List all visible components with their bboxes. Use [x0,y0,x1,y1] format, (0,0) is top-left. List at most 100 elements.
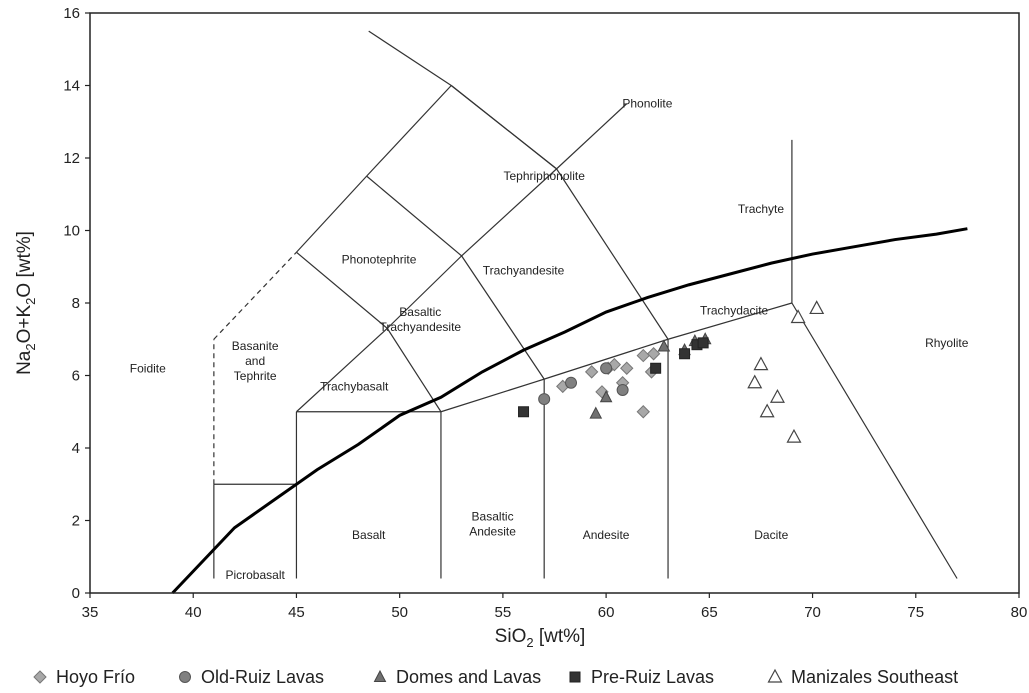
point-manizales-southeast [759,403,775,418]
y-axis-title-part: Na [14,350,35,375]
data-points [518,300,825,443]
legend-square-icon [569,671,581,683]
axis-ticks: 35 40 45 50 55 60 65 70 75 80 0 2 4 6 8 10 12 14 16 [63,5,1027,621]
point-pre-ruiz-lavas [679,348,691,360]
field-label: Foidite [130,361,166,375]
y-tick-label: 6 [72,368,80,385]
field-boundary [556,103,628,170]
field-label: Basaltic [472,510,514,524]
foidite-boundary-dashed [213,251,297,340]
point-old-ruiz-lavas [600,362,613,375]
y-tick-label: 12 [63,150,80,167]
field-label: Tephrite [234,369,277,383]
legend-item: Old-Ruiz Lavas [179,667,324,687]
y-axis-title: Na2O+K2O [wt%] [14,231,38,375]
field-label: Andesite [583,528,630,542]
field-label: Phonolite [622,97,672,111]
field-label: Trachyandesite [380,320,462,334]
x-tick-label: 70 [804,604,821,621]
field-label: Dacite [754,528,788,542]
point-pre-ruiz-lavas [650,362,662,374]
field-boundary [366,85,452,177]
point-manizales-southeast [769,388,785,403]
legend-label: Old-Ruiz Lavas [201,667,324,687]
x-axis-title-part: 2 [526,635,533,650]
field-label: Tephriphonolite [503,169,585,183]
y-axis-title-part: O+K [14,305,35,344]
field-boundary [368,30,452,87]
field-label: Basalt [352,528,386,542]
field-boundary [556,168,669,340]
point-domes-and-lavas [657,339,671,352]
point-domes-and-lavas [599,390,613,403]
legend-item: Manizales Southeast [767,667,958,687]
field-label: Andesite [469,525,516,539]
field-boundary [450,85,557,170]
y-tick-label: 2 [72,513,80,530]
field-boundary [461,255,545,380]
field-boundary [386,328,442,413]
point-manizales-southeast [747,374,763,389]
legend-triangle-icon [373,669,387,682]
x-tick-label: 60 [598,604,615,621]
field-label: Trachyte [738,202,785,216]
point-hoyo-fr-o [620,361,634,375]
y-tick-label: 16 [63,5,80,22]
point-domes-and-lavas [589,406,603,419]
field-boundary [366,175,462,257]
x-axis-title: SiO2 [wt%] [495,626,586,650]
x-tick-label: 65 [701,604,718,621]
field-boundary [296,175,368,253]
legend: Hoyo Frío Old-Ruiz Lavas Domes and Lavas Pr… [33,667,958,687]
point-manizales-southeast [753,356,769,371]
field-label: Trachybasalt [320,379,389,393]
field-boundary [296,327,388,413]
field-boundary [440,378,545,413]
legend-label: Hoyo Frío [56,667,135,687]
plot-frame [89,12,1020,594]
legend-item: Domes and Lavas [373,667,541,687]
field-boundary [667,302,793,340]
field-label: Picrobasalt [225,568,285,582]
x-axis-title-part: [wt%] [534,626,586,647]
point-pre-ruiz-lavas [518,406,530,418]
field-boundary [543,338,669,380]
field-label: Trachyandesite [483,263,565,277]
y-axis-title-part: 2 [23,343,38,350]
point-manizales-southeast [790,309,806,324]
x-tick-label: 45 [288,604,305,621]
y-tick-label: 8 [72,295,80,312]
field-label: Basanite [232,339,279,353]
point-manizales-southeast [809,300,825,315]
legend-item: Hoyo Frío [33,667,135,687]
field-label: Phonotephrite [342,253,417,267]
field-boundary [461,168,557,257]
field-label: Basaltic [399,305,441,319]
field-boundary [296,251,388,329]
x-tick-label: 75 [907,604,924,621]
point-hoyo-fr-o [636,348,650,363]
x-axis-title-part: SiO [495,626,527,647]
legend-label: Domes and Lavas [396,667,541,687]
x-tick-label: 35 [82,604,99,621]
y-axis-title-part: 2 [23,298,38,305]
field-label: and [245,354,265,368]
x-tick-label: 80 [1011,604,1028,621]
classification-boundaries [171,30,968,595]
legend-item: Pre-Ruiz Lavas [569,667,714,687]
x-tick-label: 50 [391,604,408,621]
legend-diamond-icon [33,670,47,684]
point-old-ruiz-lavas [565,376,578,389]
point-pre-ruiz-lavas [697,337,709,349]
y-axis-title-part: O [wt%] [14,231,35,298]
field-boundary [791,302,958,579]
point-hoyo-fr-o [646,347,661,361]
y-tick-label: 4 [72,440,80,457]
legend-label: Pre-Ruiz Lavas [591,667,714,687]
legend-label: Manizales Southeast [791,667,958,687]
y-tick-label: 10 [63,223,80,240]
legend-circle-icon [179,671,191,683]
y-tick-label: 0 [72,585,80,602]
point-manizales-southeast [786,428,802,443]
